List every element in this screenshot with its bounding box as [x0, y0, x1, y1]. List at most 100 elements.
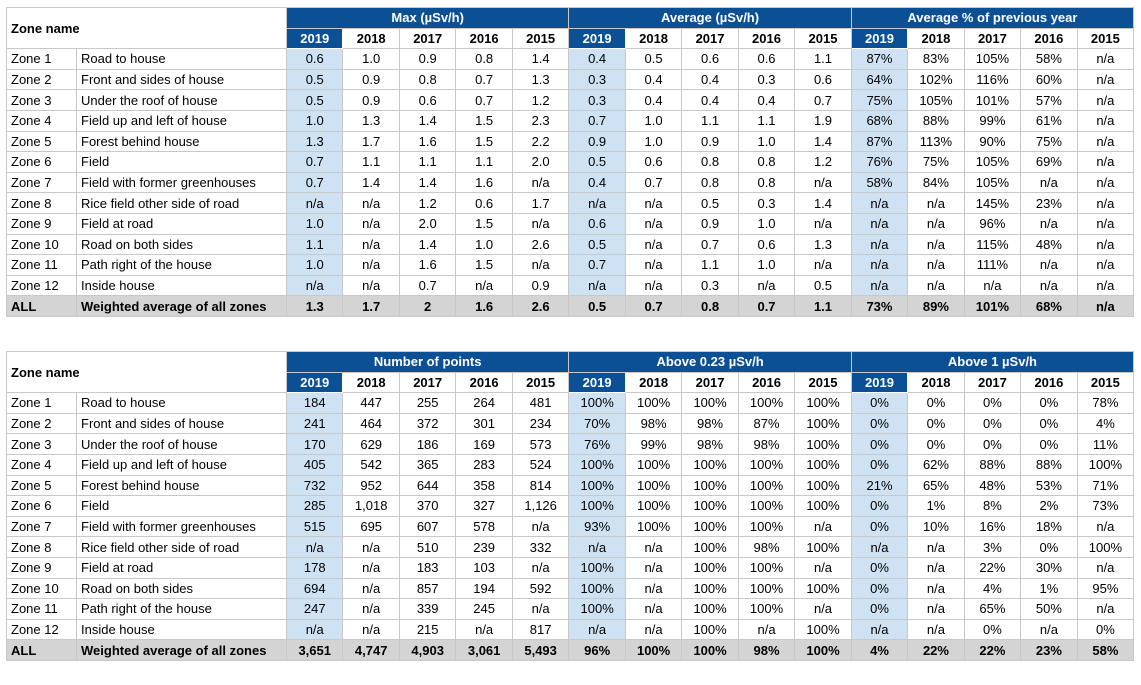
value-cell: 100% [794, 639, 852, 661]
zone-name: Field up and left of house [76, 453, 287, 476]
value-cell: 1.4 [398, 233, 457, 256]
value-cell: n/a [907, 556, 965, 579]
value-cell: n/a [907, 274, 965, 297]
value-cell: 0.8 [455, 48, 513, 70]
zone-id: Zone 3 [6, 433, 77, 455]
value-cell: 73% [1076, 495, 1135, 517]
column-group-header: Above 1 µSv/h [850, 351, 1135, 373]
zone-id: Zone 12 [6, 618, 77, 641]
value-cell: 0.7 [624, 171, 683, 194]
zone-id: Zone 9 [6, 212, 77, 235]
value-cell: 2.3 [511, 109, 570, 132]
total-row: ALL Weighted average of all zones 3,651 4,7… [6, 639, 1135, 661]
value-cell: n/a [850, 212, 909, 235]
value-cell: 1.3 [285, 295, 344, 317]
value-cell: 100% [794, 618, 852, 641]
value-cell: 21% [850, 474, 909, 497]
value-cell: n/a [455, 618, 513, 641]
value-cell: 1.4 [511, 48, 570, 70]
year-header: 2018 [907, 371, 965, 394]
value-cell: n/a [511, 556, 570, 579]
value-cell: 100% [794, 412, 852, 435]
value-cell: 0.7 [568, 109, 626, 132]
column-group-header: Max (µSv/h) [285, 7, 570, 29]
value-cell: 0.7 [398, 274, 457, 297]
table-row: Zone 3 Under the roof of house 0.5 0.9 0.6 0.… [6, 89, 1135, 111]
table-row: Zone 5 Forest behind house 732 952 644 358 814… [6, 474, 1135, 497]
value-cell: 370 [398, 495, 457, 517]
value-cell: 1.0 [285, 109, 344, 132]
value-cell: 8% [963, 495, 1022, 517]
zone-id: Zone 8 [6, 536, 77, 558]
value-cell: 1.6 [455, 171, 513, 194]
value-cell: n/a [342, 254, 400, 276]
value-cell: 100% [1076, 536, 1135, 558]
value-cell: 1.0 [624, 130, 683, 153]
value-cell: 1.1 [285, 233, 344, 256]
zone-name: Road to house [76, 48, 287, 70]
value-cell: n/a [285, 536, 344, 558]
value-cell: 0.4 [681, 68, 739, 91]
value-cell: 58% [1020, 48, 1078, 70]
value-cell: 96% [568, 639, 626, 661]
value-cell: 0.7 [285, 151, 344, 173]
table-row: Zone 11 Path right of the house 1.0 n/a 1.6 1… [6, 254, 1135, 276]
value-cell: n/a [285, 192, 344, 214]
zone-id: Zone 2 [6, 412, 77, 435]
value-cell: 0.4 [737, 89, 796, 111]
year-header: 2017 [963, 27, 1022, 50]
zone-name: Road to house [76, 392, 287, 414]
value-cell: 87% [850, 48, 909, 70]
value-cell: 1% [907, 495, 965, 517]
zone-id: Zone 8 [6, 192, 77, 214]
value-cell: 0% [1076, 618, 1135, 641]
value-cell: 241 [285, 412, 344, 435]
value-cell: n/a [907, 233, 965, 256]
value-cell: n/a [1076, 233, 1135, 256]
year-header-row: 2019 2018 2017 2016 2015 2019 2018 2017 2016 2015… [7, 371, 1135, 394]
value-cell: n/a [342, 556, 400, 579]
value-cell: 5,493 [511, 639, 570, 661]
value-cell: n/a [285, 618, 344, 641]
value-cell: n/a [1076, 556, 1135, 579]
value-cell: n/a [342, 577, 400, 600]
value-cell: 247 [285, 598, 344, 620]
value-cell: n/a [624, 192, 683, 214]
value-cell: 0.3 [737, 68, 796, 91]
value-cell: 1.2 [794, 151, 852, 173]
value-cell: 1.0 [737, 212, 796, 235]
value-cell: 542 [342, 453, 400, 476]
value-cell: 1.0 [737, 130, 796, 153]
value-cell: 95% [1076, 577, 1135, 600]
value-cell: 0.8 [398, 68, 457, 91]
zone-name: Front and sides of house [76, 68, 287, 91]
value-cell: 100% [624, 392, 683, 414]
table-row: Zone 1 Road to house 184 447 255 264 481 100% 10… [6, 392, 1135, 414]
value-cell: 57% [1020, 89, 1078, 111]
value-cell: 405 [285, 453, 344, 476]
value-cell: n/a [907, 577, 965, 600]
value-cell: n/a [1076, 192, 1135, 214]
value-cell: 0% [850, 433, 909, 455]
value-cell: 464 [342, 412, 400, 435]
value-cell: 100% [794, 392, 852, 414]
value-cell: n/a [963, 274, 1022, 297]
value-cell: n/a [850, 233, 909, 256]
value-cell: 30% [1020, 556, 1078, 579]
value-cell: 100% [681, 392, 739, 414]
value-cell: 96% [963, 212, 1022, 235]
zone-name: Weighted average of all zones [76, 639, 287, 661]
value-cell: 372 [398, 412, 457, 435]
value-cell: 0% [963, 433, 1022, 455]
value-cell: 0% [850, 515, 909, 538]
value-cell: 578 [455, 515, 513, 538]
value-cell: 100% [568, 598, 626, 620]
value-cell: 100% [794, 577, 852, 600]
value-cell: 1.6 [398, 130, 457, 153]
value-cell: 0% [907, 392, 965, 414]
value-cell: 48% [1020, 233, 1078, 256]
value-cell: 1.4 [398, 171, 457, 194]
value-cell: 0.9 [681, 212, 739, 235]
year-header: 2016 [1020, 371, 1078, 394]
